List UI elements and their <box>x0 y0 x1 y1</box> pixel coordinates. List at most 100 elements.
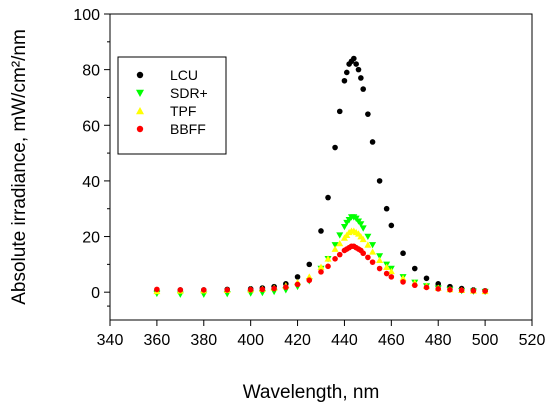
data-point <box>331 242 339 249</box>
data-point <box>423 284 430 291</box>
data-point <box>324 255 332 262</box>
data-point <box>383 263 391 270</box>
data-point <box>387 267 395 275</box>
data-marks <box>153 55 489 298</box>
data-point <box>325 194 331 201</box>
y-axis-label: Absolute irradiance, mW/cm²/nm <box>9 29 30 305</box>
legend-label: TPF <box>170 103 196 119</box>
data-point <box>359 225 367 232</box>
data-point <box>400 279 406 285</box>
data-point <box>154 286 160 293</box>
data-point <box>376 265 383 272</box>
data-point <box>336 240 344 247</box>
data-point <box>388 222 395 229</box>
data-point <box>341 77 348 84</box>
data-point <box>369 139 376 145</box>
data-point <box>355 66 362 73</box>
legend-label: BBFF <box>170 121 206 137</box>
legend-marker <box>136 89 144 97</box>
data-point <box>332 144 338 151</box>
data-point <box>360 86 367 92</box>
data-point <box>318 269 324 275</box>
data-point <box>200 287 207 293</box>
data-point <box>343 69 350 76</box>
y-tick-label: 100 <box>73 7 100 24</box>
data-point <box>388 274 395 280</box>
data-point <box>177 287 184 293</box>
legend-marker <box>136 71 144 79</box>
data-point <box>224 287 231 293</box>
legend-marker <box>136 107 144 115</box>
data-point <box>447 286 453 293</box>
data-point <box>458 287 465 294</box>
x-tick-label: 500 <box>472 332 499 349</box>
data-point <box>376 178 383 184</box>
x-tick-label: 440 <box>331 332 358 349</box>
y-tick-label: 20 <box>82 230 100 247</box>
data-point <box>358 75 364 81</box>
series-bbff <box>154 243 488 294</box>
y-tick-label: 40 <box>82 174 100 191</box>
x-tick-label: 400 <box>237 332 264 349</box>
data-point <box>259 286 266 293</box>
plot-frame <box>109 13 533 321</box>
data-point <box>435 286 442 292</box>
data-point <box>376 253 384 260</box>
data-point <box>283 284 289 290</box>
data-point <box>411 282 418 289</box>
data-point <box>423 275 430 282</box>
x-tick-label: 460 <box>378 332 405 349</box>
data-point <box>369 259 376 265</box>
data-point <box>399 274 407 282</box>
data-point <box>365 111 371 117</box>
data-point <box>306 277 313 284</box>
data-point <box>400 250 406 257</box>
x-tick-label: 520 <box>519 332 546 349</box>
data-point <box>294 281 301 288</box>
x-tick-label: 420 <box>284 332 311 349</box>
data-point <box>369 242 377 249</box>
data-point <box>365 254 371 261</box>
data-point <box>306 261 313 268</box>
data-point <box>325 263 331 270</box>
x-tick-label: 480 <box>425 332 452 349</box>
data-point <box>247 286 254 293</box>
data-point <box>332 255 338 262</box>
legend-label: SDR+ <box>170 85 208 101</box>
data-point <box>369 248 377 255</box>
legend: LCU SDR+ TPF BBFF <box>117 56 227 155</box>
y-tick-label: 0 <box>91 285 100 302</box>
data-point <box>331 245 339 252</box>
legend-label: LCU <box>170 67 198 83</box>
axis-ticks: 340 360 380 400 420 440 460 480 500 520 0 20 40 60 80 1… <box>73 7 545 349</box>
x-tick-label: 360 <box>144 332 171 349</box>
data-point <box>294 274 301 280</box>
x-tick-label: 380 <box>190 332 217 349</box>
data-point <box>359 235 367 243</box>
data-point <box>383 205 390 212</box>
legend-marker <box>136 125 144 133</box>
data-point <box>336 108 343 115</box>
data-point <box>271 285 277 292</box>
data-point <box>435 281 442 287</box>
data-point <box>360 250 367 257</box>
data-point <box>317 263 325 270</box>
data-point <box>364 233 372 241</box>
data-point <box>357 221 365 228</box>
data-point <box>376 256 384 263</box>
data-point <box>383 270 390 277</box>
legend-box <box>117 56 227 155</box>
data-point <box>318 228 324 234</box>
data-point <box>482 288 488 294</box>
y-tick-label: 80 <box>82 63 100 80</box>
data-point <box>364 241 372 248</box>
x-axis-label: Wavelength, nm <box>243 382 380 403</box>
data-point <box>411 265 418 272</box>
data-point <box>353 61 359 67</box>
plot-border <box>109 13 533 321</box>
data-point <box>336 232 344 239</box>
data-point <box>470 287 477 294</box>
data-point <box>336 251 343 258</box>
data-point <box>351 55 357 62</box>
